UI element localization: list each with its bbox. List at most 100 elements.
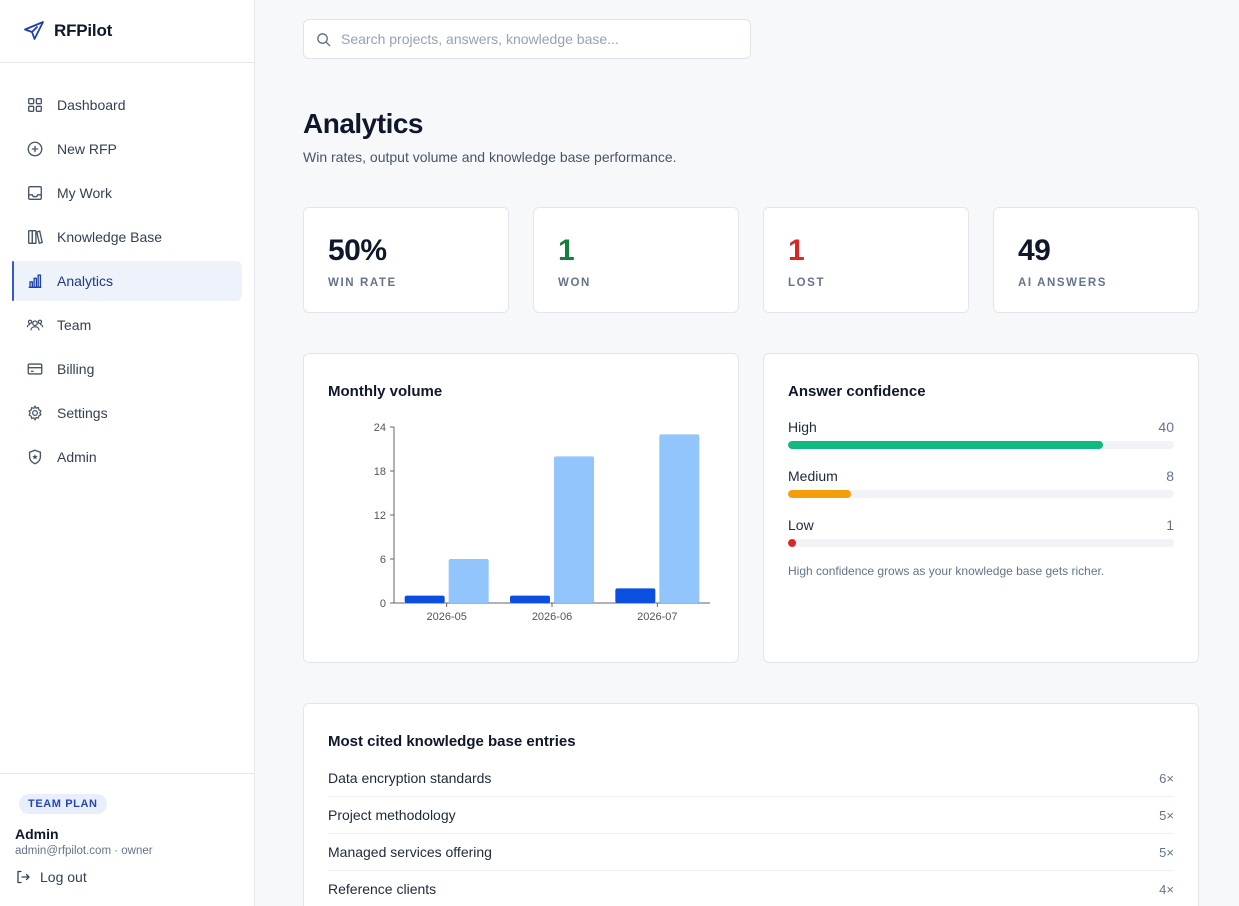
sidebar-item-admin[interactable]: Admin [12, 437, 242, 477]
sidebar-item-label: Analytics [57, 273, 114, 289]
kpi-card-lost: 1 LOST [763, 207, 969, 313]
sidebar-item-new-rfp[interactable]: New RFP [12, 129, 242, 169]
confidence-row-low: Low 1 [788, 517, 1174, 547]
sidebar-item-label: Billing [57, 361, 95, 377]
sidebar-item-label: Admin [57, 449, 97, 465]
chart-title: Monthly volume [328, 383, 443, 400]
cited-entry-count: 5× [1159, 844, 1174, 860]
sidebar-item-label: Settings [57, 405, 108, 421]
paper-plane-icon [24, 21, 44, 40]
sidebar-item-billing[interactable]: Billing [12, 349, 242, 389]
kpi-label: WON [558, 277, 591, 289]
most-cited-card: Most cited knowledge base entries Data e… [303, 703, 1199, 906]
confidence-bar-medium [788, 490, 852, 498]
confidence-count: 8 [1166, 468, 1174, 484]
list-item[interactable]: Data encryption standards 6× [328, 760, 1174, 797]
brand[interactable]: RFPilot [0, 0, 254, 63]
plan-badge: TEAM PLAN [19, 794, 107, 814]
kpi-value: 1 [558, 234, 575, 267]
confidence-track [788, 490, 1174, 498]
confidence-track [788, 441, 1174, 449]
search-icon [317, 32, 331, 46]
y-tick-label: 6 [380, 554, 386, 566]
sidebar-item-my-work[interactable]: My Work [12, 173, 242, 213]
kpi-value: 49 [1018, 234, 1051, 267]
x-tick-label: 2026-06 [532, 611, 572, 623]
y-tick-label: 18 [374, 466, 386, 478]
cited-entry-name: Managed services offering [328, 844, 492, 860]
cited-entry-count: 4× [1159, 881, 1174, 897]
sidebar-nav: Dashboard New RFP My Work Knowledge Base… [0, 63, 254, 477]
sidebar-item-label: My Work [57, 185, 112, 201]
bar [615, 588, 656, 603]
kpi-label: LOST [788, 277, 826, 289]
kpi-card-ai-answers: 49 AI ANSWERS [993, 207, 1199, 313]
kpi-label: WIN RATE [328, 277, 397, 289]
cited-entry-name: Reference clients [328, 881, 437, 897]
logout-icon [17, 870, 30, 884]
logout-label: Log out [40, 869, 87, 885]
kpi-value: 1 [788, 234, 805, 267]
confidence-row-medium: Medium 8 [788, 468, 1174, 498]
sidebar-item-settings[interactable]: Settings [12, 393, 242, 433]
kpi-label: AI ANSWERS [1018, 277, 1108, 289]
list-item[interactable]: Managed services offering 5× [328, 834, 1174, 871]
sidebar-item-analytics[interactable]: Analytics [12, 261, 242, 301]
cited-entry-name: Data encryption standards [328, 770, 492, 786]
confidence-track [788, 539, 1174, 547]
confidence-row-high: High 40 [788, 419, 1174, 449]
page-title: Analytics [303, 108, 424, 139]
confidence-label: Medium [788, 468, 838, 484]
bar-chart-icon [25, 271, 45, 291]
search-input[interactable] [341, 31, 731, 47]
user-name: Admin [15, 826, 59, 842]
confidence-note: High confidence grows as your knowledge … [788, 564, 1105, 578]
confidence-title: Answer confidence [788, 383, 926, 400]
kpi-card-win-rate: 50% WIN RATE [303, 207, 509, 313]
x-tick-label: 2026-05 [426, 611, 466, 623]
confidence-count: 40 [1158, 419, 1174, 435]
shield-icon [25, 447, 45, 467]
confidence-label: Low [788, 517, 814, 533]
monthly-volume-chart: 0 6 12 18 24 2026-05 2026-06 2026-07 [374, 422, 710, 623]
sidebar: RFPilot Dashboard New RFP My Work Knowle… [0, 0, 255, 906]
y-tick-label: 12 [374, 510, 386, 522]
logout-button[interactable]: Log out [15, 869, 239, 885]
sidebar-item-label: Team [57, 317, 92, 333]
list-item[interactable]: Reference clients 4× [328, 871, 1174, 906]
sidebar-item-team[interactable]: Team [12, 305, 242, 345]
y-tick-label: 24 [374, 422, 386, 434]
cited-entry-name: Project methodology [328, 807, 456, 823]
list-item[interactable]: Project methodology 5× [328, 797, 1174, 834]
sidebar-item-label: Dashboard [57, 97, 126, 113]
kpi-card-won: 1 WON [533, 207, 739, 313]
grid-icon [25, 95, 45, 115]
plus-circle-icon [25, 139, 45, 159]
cited-entry-count: 6× [1159, 770, 1174, 786]
page-subtitle: Win rates, output volume and knowledge b… [303, 149, 677, 165]
bar [448, 559, 489, 603]
inbox-icon [25, 183, 45, 203]
y-tick-label: 0 [380, 598, 386, 610]
confidence-count: 1 [1166, 517, 1174, 533]
bar [554, 456, 594, 603]
cited-title: Most cited knowledge base entries [328, 733, 576, 750]
cited-list: Data encryption standards 6× Project met… [328, 760, 1174, 906]
x-tick-label: 2026-07 [637, 611, 677, 623]
kpi-value: 50% [328, 234, 387, 267]
books-icon [25, 227, 45, 247]
sidebar-item-label: New RFP [57, 141, 117, 157]
sidebar-item-dashboard[interactable]: Dashboard [12, 85, 242, 125]
credit-card-icon [25, 359, 45, 379]
bar [404, 595, 445, 603]
answer-confidence-card: Answer confidence High 40 Medium 8 Low 1… [763, 353, 1199, 663]
sidebar-item-knowledge-base[interactable]: Knowledge Base [12, 217, 242, 257]
gear-icon [25, 403, 45, 423]
monthly-volume-card: Monthly volume 0 6 12 18 24 2026-05 2026-06 202… [303, 353, 739, 663]
sidebar-item-label: Knowledge Base [57, 229, 163, 245]
confidence-bar-low [788, 539, 796, 547]
user-email-role: admin@rfpilot.com · owner [15, 845, 153, 857]
search-box [303, 19, 751, 59]
users-icon [25, 315, 45, 335]
brand-name: RFPilot [54, 21, 113, 40]
